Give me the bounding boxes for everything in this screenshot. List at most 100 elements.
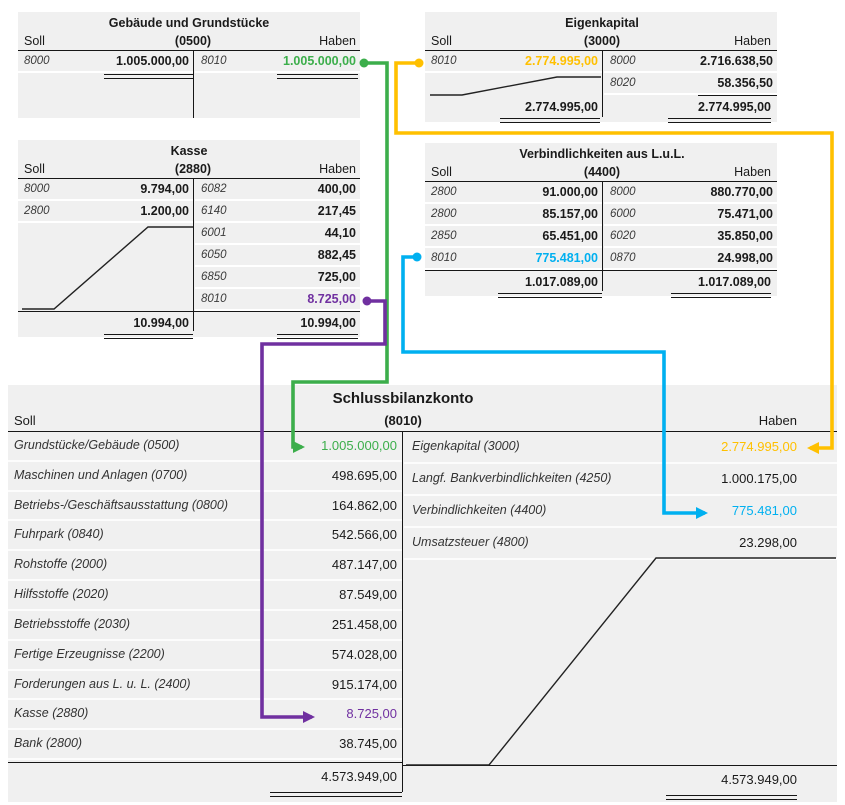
balance-row-label: Verbindlichkeiten (4400) (412, 502, 547, 517)
cyan-connector-dot (412, 252, 422, 262)
balance-row-label: Grundstücke/Gebäude (0500) (14, 438, 180, 452)
contra-account-number: 6050 (201, 249, 227, 261)
total-double-underline (277, 74, 358, 79)
contra-account-number: 6001 (201, 227, 227, 239)
account-header: Soll (3000) Haben (425, 32, 777, 51)
balance-row-amount: 775.481,00 (731, 502, 797, 518)
ledger-entry: 8010 2.774.995,00 (425, 51, 602, 73)
contra-account-number: 8000 (24, 55, 50, 67)
balance-row: Langf. Bankverbindlichkeiten (4250) 1.00… (404, 464, 837, 496)
ledger-entry: 6000 75.471,00 (604, 204, 777, 226)
total-double-underline (671, 293, 771, 298)
ledger-entry: 6020 35.850,00 (604, 226, 777, 248)
green-connector-dot (359, 58, 369, 68)
balance-row-label: Rohstoffe (2000) (14, 557, 108, 572)
account-verbindlichkeiten: Verbindlichkeiten aus L.u.L. Soll (4400)… (425, 143, 777, 298)
balance-row-label: Bank (2800) (14, 736, 83, 751)
entry-amount: 24.998,00 (717, 251, 773, 265)
total-double-underline (277, 334, 358, 339)
balance-row-label: Fertige Erzeugnisse (2200) (14, 646, 165, 661)
total-double-underline (270, 792, 402, 797)
balance-row: Fertige Erzeugnisse (2200) 574.028,00 (8, 641, 402, 671)
account-title: Schlussbilanzkonto (332, 390, 474, 407)
entry-amount: 1.005.000,00 (116, 54, 189, 68)
haben-label: Haben (319, 162, 356, 176)
balance-row-amount: 498.695,00 (331, 467, 397, 483)
entry-amount: 2.774.995,00 (525, 54, 598, 68)
t-account-divider (193, 179, 195, 331)
contra-account-number: 0870 (610, 252, 636, 264)
balance-row: Bank (2800) 38.745,00 (8, 730, 402, 760)
balance-row-label: Umsatzsteuer (4800) (412, 534, 529, 549)
balance-row-label: Kasse (2880) (14, 706, 89, 721)
contra-account-number: 6000 (610, 208, 636, 220)
balance-row-label: Forderungen aus L. u. L. (2400) (14, 676, 191, 691)
contra-account-number: 2800 (24, 205, 50, 217)
balance-row: Kasse (2880) 8.725,00 (8, 700, 402, 731)
sum-line (425, 270, 777, 271)
balance-row-label: Eigenkapital (3000) (412, 439, 520, 453)
contra-account-number: 2800 (431, 208, 457, 220)
soll-label: Soll (24, 162, 45, 176)
entry-amount: 217,45 (317, 204, 356, 218)
account-header: Soll (0500) Haben (18, 32, 360, 51)
contra-account-number: 6140 (201, 205, 227, 217)
account-title: Gebäude und Grundstücke (108, 16, 270, 30)
balance-row: Verbindlichkeiten (4400) 775.481,00 (404, 496, 837, 528)
account-title: Kasse (170, 144, 208, 158)
ledger-entry: 8000 9.794,00 (18, 179, 193, 201)
account-kasse: Kasse Soll (2880) Haben 8000 9.794,00 28… (18, 140, 360, 339)
haben-label: Haben (758, 413, 797, 428)
account-number: (0500) (174, 34, 212, 48)
soll-total: 10.994,00 (133, 316, 189, 330)
sum-line (698, 95, 777, 96)
balance-row-amount: 915.174,00 (331, 676, 397, 692)
account-header: Soll (2880) Haben (18, 160, 360, 179)
contra-account-number: 2800 (431, 186, 457, 198)
haben-total: 4.573.949,00 (721, 772, 797, 787)
contra-account-number: 8000 (24, 183, 50, 195)
ledger-entry: 2850 65.451,00 (425, 226, 602, 248)
entry-amount: 880.770,00 (710, 185, 773, 199)
balance-row-amount: 542.566,00 (331, 527, 397, 543)
balance-row-amount: 38.745,00 (339, 736, 397, 752)
balance-row-amount: 164.862,00 (331, 497, 397, 513)
entry-amount: 35.850,00 (717, 229, 773, 243)
account-number: (3000) (583, 34, 621, 48)
soll-total: 1.017.089,00 (525, 275, 598, 289)
ledger-entry: 6001 44,10 (195, 223, 360, 245)
balance-row: Fuhrpark (0840) 542.566,00 (8, 521, 402, 552)
ledger-entry: 6050 882,45 (195, 245, 360, 267)
balance-row: Maschinen und Anlagen (0700) 498.695,00 (8, 462, 402, 492)
entry-amount: 725,00 (317, 270, 356, 284)
account-number: (2880) (174, 162, 212, 176)
entry-amount: 44,10 (324, 226, 356, 240)
balance-row: Betriebs-/Geschäftsausstattung (0800) 16… (8, 492, 402, 522)
balance-row: Betriebsstoffe (2030) 251.458,00 (8, 611, 402, 641)
ledger-entry: 8010 1.005.000,00 (195, 51, 360, 73)
sum-line (18, 311, 360, 312)
contra-account-number: 8020 (610, 77, 636, 89)
haben-label: Haben (734, 34, 771, 48)
soll-label: Soll (24, 34, 45, 48)
account-gebaeude: Gebäude und Grundstücke Soll (0500) Habe… (18, 12, 360, 118)
ledger-entry: 2800 91.000,00 (425, 182, 602, 204)
contra-account-number: 8010 (431, 252, 457, 264)
entry-amount: 8.725,00 (307, 292, 356, 306)
entry-amount: 1.005.000,00 (283, 54, 356, 68)
account-header: Soll (8010) Haben (8, 409, 837, 432)
balance-row-amount: 2.774.995,00 (721, 439, 797, 454)
contra-account-number: 6850 (201, 271, 227, 283)
entry-amount: 9.794,00 (140, 182, 189, 196)
total-double-underline (498, 293, 602, 298)
balance-row-amount: 87.549,00 (339, 587, 397, 603)
account-eigenkapital: Eigenkapital Soll (3000) Haben 8010 2.77… (425, 12, 777, 123)
entry-amount: 1.200,00 (140, 204, 189, 218)
contra-account-number: 8000 (610, 186, 636, 198)
contra-account-number: 8010 (431, 55, 457, 67)
entry-amount: 400,00 (317, 182, 356, 196)
entry-amount: 75.471,00 (717, 207, 773, 221)
ledger-entry: 0870 24.998,00 (604, 248, 777, 270)
soll-total: 4.573.949,00 (321, 769, 397, 784)
total-double-underline (104, 334, 193, 339)
